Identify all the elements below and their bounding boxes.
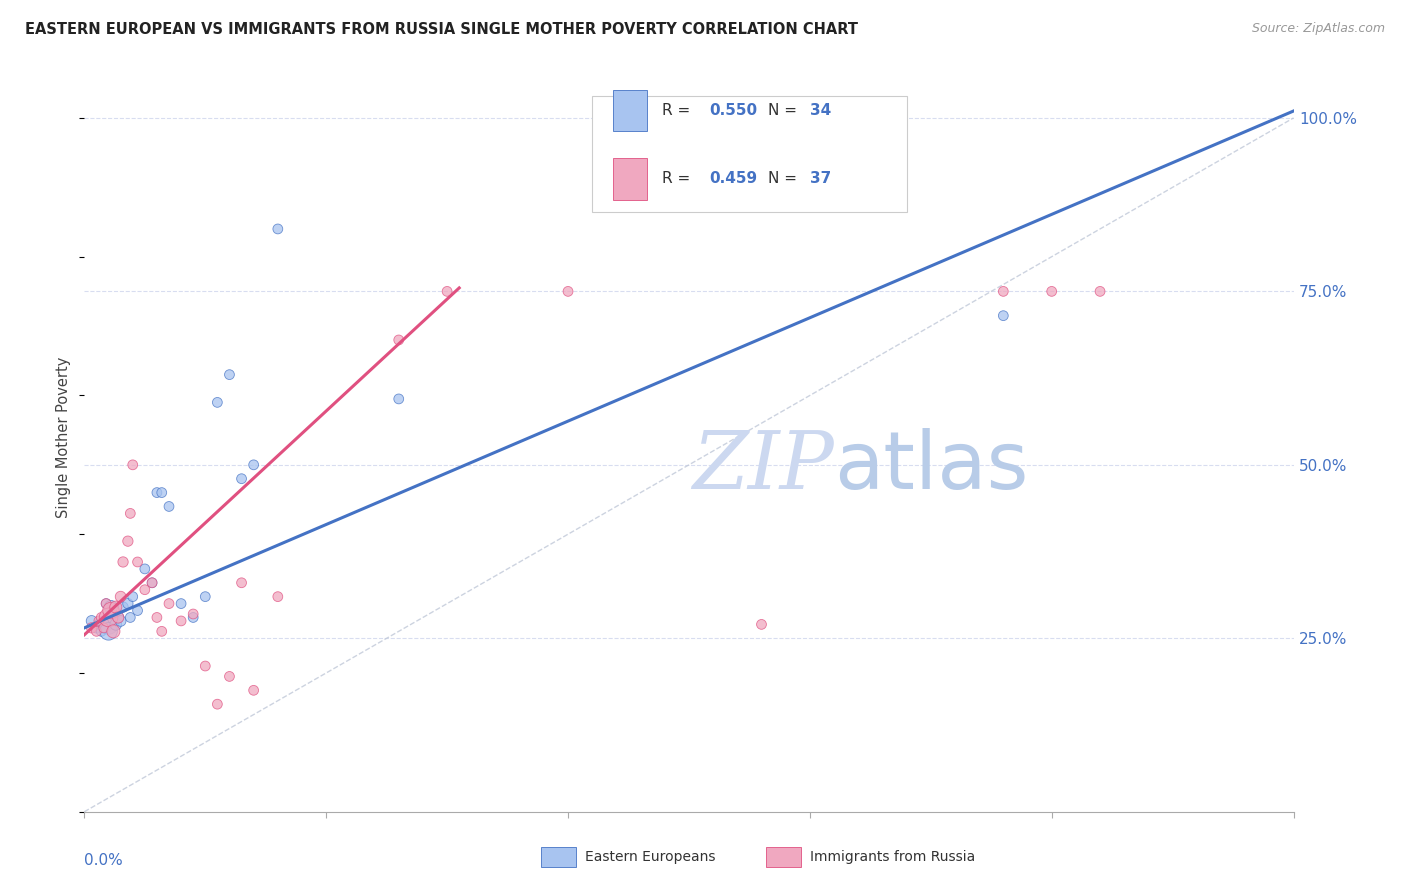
Text: Source: ZipAtlas.com: Source: ZipAtlas.com — [1251, 22, 1385, 36]
Point — [100, 600, 122, 615]
Point — [94, 621, 117, 635]
Point — [751, 617, 773, 632]
Point — [104, 600, 127, 615]
Point — [150, 485, 173, 500]
Point — [94, 597, 117, 611]
Point — [97, 624, 120, 639]
Point — [231, 472, 253, 486]
Point — [121, 590, 143, 604]
Point — [141, 575, 163, 590]
Point — [121, 458, 143, 472]
Point — [93, 614, 115, 628]
Point — [1040, 285, 1063, 299]
Point — [93, 621, 115, 635]
Text: 0.0%: 0.0% — [84, 853, 124, 868]
Point — [134, 582, 156, 597]
Point — [267, 222, 290, 236]
Text: 0.550: 0.550 — [710, 103, 758, 119]
Point — [110, 590, 132, 604]
Point — [141, 575, 163, 590]
Text: 0.459: 0.459 — [710, 171, 758, 186]
Point — [436, 285, 458, 299]
Text: Eastern Europeans: Eastern Europeans — [585, 850, 716, 864]
Text: ZIP: ZIP — [692, 428, 834, 506]
Point — [86, 624, 108, 639]
Point — [112, 600, 135, 615]
Point — [120, 507, 142, 521]
Point — [103, 610, 125, 624]
Text: EASTERN EUROPEAN VS IMMIGRANTS FROM RUSSIA SINGLE MOTHER POVERTY CORRELATION CHA: EASTERN EUROPEAN VS IMMIGRANTS FROM RUSS… — [25, 22, 858, 37]
Point — [181, 607, 204, 621]
Point — [103, 624, 125, 639]
Point — [242, 458, 264, 472]
Bar — [613, 90, 647, 131]
Point — [170, 597, 193, 611]
Point — [97, 617, 120, 632]
Point — [94, 597, 117, 611]
Point — [157, 500, 180, 514]
Point — [100, 603, 122, 617]
Point — [194, 659, 217, 673]
Point — [117, 597, 139, 611]
Point — [87, 617, 110, 632]
Point — [388, 333, 411, 347]
Point — [181, 610, 204, 624]
Bar — [613, 159, 647, 200]
Point — [993, 285, 1015, 299]
Point — [388, 392, 411, 406]
Point — [86, 621, 108, 635]
Point — [146, 610, 169, 624]
Point — [107, 610, 129, 624]
Point — [80, 614, 103, 628]
Point — [218, 669, 240, 683]
Point — [231, 575, 253, 590]
Point — [1088, 285, 1111, 299]
Point — [112, 555, 135, 569]
Point — [90, 624, 112, 639]
Text: 37: 37 — [810, 171, 831, 186]
Point — [97, 610, 120, 624]
Point — [117, 534, 139, 549]
Point — [207, 395, 229, 409]
Point — [557, 285, 579, 299]
Text: N =: N = — [768, 103, 801, 119]
Text: 34: 34 — [810, 103, 831, 119]
Text: atlas: atlas — [834, 428, 1028, 506]
Point — [134, 562, 156, 576]
Point — [993, 309, 1015, 323]
Point — [127, 555, 149, 569]
Point — [157, 597, 180, 611]
Point — [127, 603, 149, 617]
Point — [150, 624, 173, 639]
Text: R =: R = — [662, 103, 696, 119]
Text: N =: N = — [768, 171, 801, 186]
Point — [107, 610, 129, 624]
Point — [87, 614, 110, 628]
Point — [120, 610, 142, 624]
Point — [194, 590, 217, 604]
Point — [170, 614, 193, 628]
Y-axis label: Single Mother Poverty: Single Mother Poverty — [56, 357, 72, 517]
Point — [90, 610, 112, 624]
Text: Immigrants from Russia: Immigrants from Russia — [810, 850, 976, 864]
Point — [207, 697, 229, 711]
Point — [242, 683, 264, 698]
Point — [110, 614, 132, 628]
FancyBboxPatch shape — [592, 96, 907, 212]
Point — [267, 590, 290, 604]
Point — [104, 617, 127, 632]
Point — [80, 621, 103, 635]
Point — [218, 368, 240, 382]
Point — [146, 485, 169, 500]
Text: R =: R = — [662, 171, 696, 186]
